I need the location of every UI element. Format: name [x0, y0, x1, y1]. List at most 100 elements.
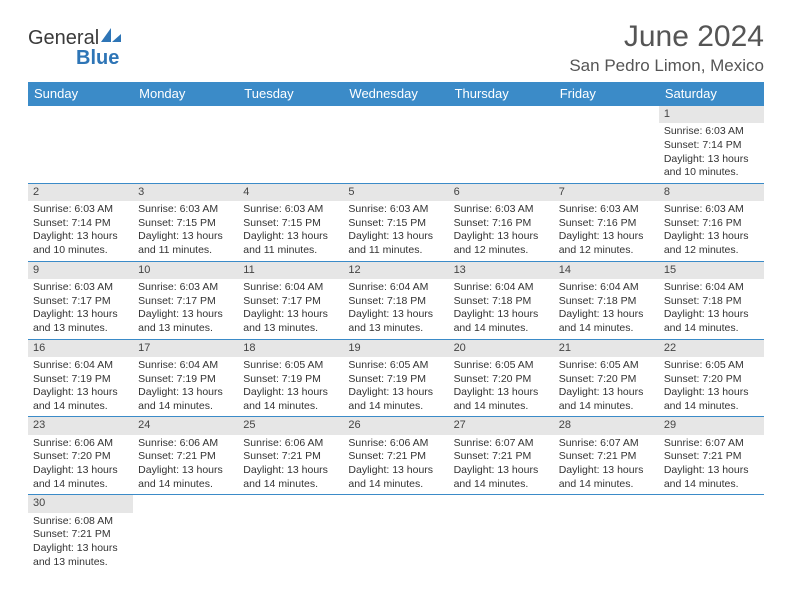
calendar-cell: 26Sunrise: 6:06 AMSunset: 7:21 PMDayligh…: [343, 417, 448, 495]
calendar-cell: 14Sunrise: 6:04 AMSunset: 7:18 PMDayligh…: [554, 261, 659, 339]
calendar-cell: 18Sunrise: 6:05 AMSunset: 7:19 PMDayligh…: [238, 339, 343, 417]
sunrise-line: Sunrise: 6:04 AM: [559, 281, 654, 295]
sunset-line: Sunset: 7:17 PM: [138, 295, 233, 309]
sunset-line: Sunset: 7:19 PM: [138, 373, 233, 387]
sunset-line: Sunset: 7:15 PM: [138, 217, 233, 231]
day-number: 17: [133, 340, 238, 357]
calendar-header-row: SundayMondayTuesdayWednesdayThursdayFrid…: [28, 82, 764, 106]
calendar-cell: 25Sunrise: 6:06 AMSunset: 7:21 PMDayligh…: [238, 417, 343, 495]
daylight-line: Daylight: 13 hours and 14 minutes.: [559, 464, 654, 491]
sunset-line: Sunset: 7:20 PM: [33, 450, 128, 464]
day-details: Sunrise: 6:03 AMSunset: 7:15 PMDaylight:…: [238, 201, 343, 261]
day-number: 28: [554, 417, 659, 434]
calendar-cell: 29Sunrise: 6:07 AMSunset: 7:21 PMDayligh…: [659, 417, 764, 495]
day-number: 4: [238, 184, 343, 201]
calendar-cell: [554, 106, 659, 183]
sunset-line: Sunset: 7:15 PM: [348, 217, 443, 231]
sunset-line: Sunset: 7:19 PM: [33, 373, 128, 387]
day-number: 22: [659, 340, 764, 357]
sunrise-line: Sunrise: 6:07 AM: [664, 437, 759, 451]
day-details: Sunrise: 6:06 AMSunset: 7:21 PMDaylight:…: [343, 435, 448, 495]
daylight-line: Daylight: 13 hours and 11 minutes.: [243, 230, 338, 257]
daylight-line: Daylight: 13 hours and 13 minutes.: [138, 308, 233, 335]
day-number: 19: [343, 340, 448, 357]
day-details: Sunrise: 6:05 AMSunset: 7:19 PMDaylight:…: [238, 357, 343, 417]
sunrise-line: Sunrise: 6:03 AM: [454, 203, 549, 217]
calendar-cell: 3Sunrise: 6:03 AMSunset: 7:15 PMDaylight…: [133, 183, 238, 261]
calendar-row: 2Sunrise: 6:03 AMSunset: 7:14 PMDaylight…: [28, 183, 764, 261]
daylight-line: Daylight: 13 hours and 12 minutes.: [664, 230, 759, 257]
sunrise-line: Sunrise: 6:06 AM: [243, 437, 338, 451]
sunrise-line: Sunrise: 6:05 AM: [664, 359, 759, 373]
sunset-line: Sunset: 7:17 PM: [243, 295, 338, 309]
sunrise-line: Sunrise: 6:03 AM: [243, 203, 338, 217]
daylight-line: Daylight: 13 hours and 14 minutes.: [559, 386, 654, 413]
logo: General Blue: [28, 20, 123, 68]
sail-icon: [101, 28, 123, 48]
calendar-cell: 11Sunrise: 6:04 AMSunset: 7:17 PMDayligh…: [238, 261, 343, 339]
month-title: June 2024: [569, 20, 764, 54]
day-number: 20: [449, 340, 554, 357]
day-number: 1: [659, 106, 764, 123]
daylight-line: Daylight: 13 hours and 14 minutes.: [243, 464, 338, 491]
sunset-line: Sunset: 7:16 PM: [664, 217, 759, 231]
sunrise-line: Sunrise: 6:03 AM: [664, 203, 759, 217]
calendar-cell: 19Sunrise: 6:05 AMSunset: 7:19 PMDayligh…: [343, 339, 448, 417]
day-number: 21: [554, 340, 659, 357]
day-details: Sunrise: 6:04 AMSunset: 7:18 PMDaylight:…: [343, 279, 448, 339]
calendar-cell: 7Sunrise: 6:03 AMSunset: 7:16 PMDaylight…: [554, 183, 659, 261]
daylight-line: Daylight: 13 hours and 10 minutes.: [664, 153, 759, 180]
location-subtitle: San Pedro Limon, Mexico: [569, 56, 764, 76]
sunrise-line: Sunrise: 6:08 AM: [33, 515, 128, 529]
day-details: Sunrise: 6:03 AMSunset: 7:16 PMDaylight:…: [554, 201, 659, 261]
sunset-line: Sunset: 7:21 PM: [559, 450, 654, 464]
calendar-cell: 9Sunrise: 6:03 AMSunset: 7:17 PMDaylight…: [28, 261, 133, 339]
day-details: Sunrise: 6:04 AMSunset: 7:19 PMDaylight:…: [133, 357, 238, 417]
sunrise-line: Sunrise: 6:05 AM: [348, 359, 443, 373]
sunset-line: Sunset: 7:18 PM: [454, 295, 549, 309]
calendar-page: General Blue June 2024 San Pedro Limon, …: [0, 0, 792, 582]
day-number: 13: [449, 262, 554, 279]
sunrise-line: Sunrise: 6:03 AM: [33, 281, 128, 295]
day-number: 2: [28, 184, 133, 201]
day-number: 26: [343, 417, 448, 434]
day-number: 6: [449, 184, 554, 201]
calendar-cell: 4Sunrise: 6:03 AMSunset: 7:15 PMDaylight…: [238, 183, 343, 261]
calendar-cell: [343, 106, 448, 183]
sunset-line: Sunset: 7:20 PM: [454, 373, 549, 387]
calendar-cell: 27Sunrise: 6:07 AMSunset: 7:21 PMDayligh…: [449, 417, 554, 495]
day-details: Sunrise: 6:03 AMSunset: 7:15 PMDaylight:…: [133, 201, 238, 261]
sunrise-line: Sunrise: 6:03 AM: [348, 203, 443, 217]
calendar-body: 1Sunrise: 6:03 AMSunset: 7:14 PMDaylight…: [28, 106, 764, 572]
day-number: 8: [659, 184, 764, 201]
daylight-line: Daylight: 13 hours and 14 minutes.: [454, 386, 549, 413]
calendar-cell: 17Sunrise: 6:04 AMSunset: 7:19 PMDayligh…: [133, 339, 238, 417]
day-number: 27: [449, 417, 554, 434]
daylight-line: Daylight: 13 hours and 14 minutes.: [348, 464, 443, 491]
day-number: 5: [343, 184, 448, 201]
calendar-cell: 28Sunrise: 6:07 AMSunset: 7:21 PMDayligh…: [554, 417, 659, 495]
title-block: June 2024 San Pedro Limon, Mexico: [569, 20, 764, 76]
day-details: Sunrise: 6:03 AMSunset: 7:16 PMDaylight:…: [449, 201, 554, 261]
day-number: 3: [133, 184, 238, 201]
weekday-header: Monday: [133, 82, 238, 106]
logo-word-blue: Blue: [28, 47, 119, 69]
calendar-cell: [659, 495, 764, 572]
daylight-line: Daylight: 13 hours and 12 minutes.: [454, 230, 549, 257]
day-number: 23: [28, 417, 133, 434]
calendar-cell: [238, 495, 343, 572]
day-details: Sunrise: 6:06 AMSunset: 7:21 PMDaylight:…: [133, 435, 238, 495]
calendar-row: 30Sunrise: 6:08 AMSunset: 7:21 PMDayligh…: [28, 495, 764, 572]
day-details: Sunrise: 6:04 AMSunset: 7:18 PMDaylight:…: [554, 279, 659, 339]
calendar-cell: 24Sunrise: 6:06 AMSunset: 7:21 PMDayligh…: [133, 417, 238, 495]
sunset-line: Sunset: 7:19 PM: [243, 373, 338, 387]
day-details: Sunrise: 6:03 AMSunset: 7:16 PMDaylight:…: [659, 201, 764, 261]
day-details: Sunrise: 6:04 AMSunset: 7:19 PMDaylight:…: [28, 357, 133, 417]
sunrise-line: Sunrise: 6:07 AM: [454, 437, 549, 451]
daylight-line: Daylight: 13 hours and 11 minutes.: [348, 230, 443, 257]
daylight-line: Daylight: 13 hours and 14 minutes.: [454, 308, 549, 335]
sunset-line: Sunset: 7:16 PM: [559, 217, 654, 231]
calendar-cell: 30Sunrise: 6:08 AMSunset: 7:21 PMDayligh…: [28, 495, 133, 572]
sunset-line: Sunset: 7:18 PM: [559, 295, 654, 309]
day-details: Sunrise: 6:03 AMSunset: 7:15 PMDaylight:…: [343, 201, 448, 261]
